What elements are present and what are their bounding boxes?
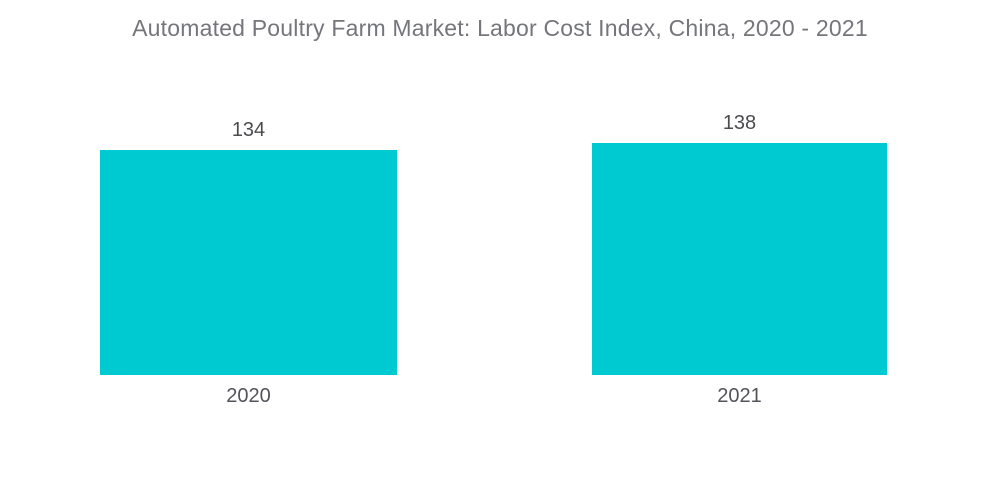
bar-value-label-2021: 138 — [722, 112, 757, 134]
chart-title: Automated Poultry Farm Market: Labor Cos… — [132, 15, 868, 41]
bar-value-label-2020: 134 — [231, 119, 266, 141]
x-axis-label-2020: 2020 — [226, 385, 271, 407]
bar-group-2020: 134 2020 — [100, 119, 397, 407]
bar-group-2021: 138 2021 — [592, 112, 887, 407]
x-axis-label-2021: 2021 — [717, 385, 762, 407]
bar-2020 — [100, 150, 397, 375]
bar-2021 — [592, 143, 887, 375]
